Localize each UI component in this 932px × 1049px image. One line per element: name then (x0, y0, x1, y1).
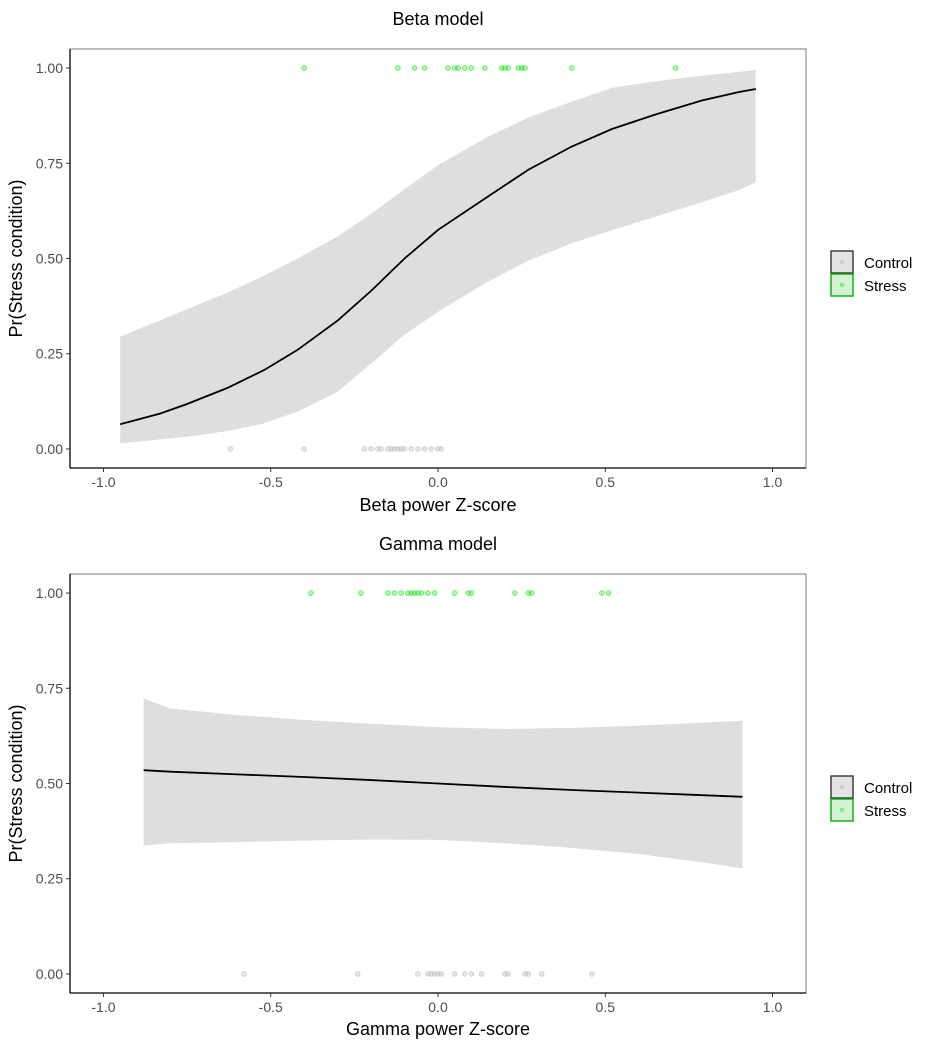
gamma-point-control (241, 971, 247, 977)
beta-point-stress (522, 65, 528, 71)
beta-chart-title: Beta model (392, 9, 483, 29)
beta-x-tick-label: 1.0 (763, 474, 783, 490)
beta-legend-symbol-stress (839, 282, 845, 288)
gamma-chart: Gamma model -1.0 -0.5 0.0 0.5 1.0 0.00 0.25 0.50… (6, 534, 912, 1039)
beta-point-stress (672, 65, 679, 71)
gamma-point-stress (308, 590, 314, 596)
gamma-x-tick-label: -0.5 (259, 999, 283, 1015)
gamma-point-stress (425, 590, 431, 596)
gamma-point-control (451, 971, 458, 977)
gamma-point-stress (385, 590, 391, 596)
gamma-point-control (538, 971, 545, 977)
beta-point-stress (411, 65, 418, 71)
beta-legend-label-control: Control (864, 255, 912, 272)
gamma-fit-line (143, 769, 743, 798)
beta-point-stress (455, 65, 461, 71)
gamma-point-control (505, 971, 512, 977)
beta-legend-symbol-control (839, 259, 845, 265)
gamma-x-tick-label: -1.0 (91, 999, 115, 1015)
gamma-y-tick-label: 1.00 (36, 585, 63, 601)
beta-point-control (401, 446, 408, 452)
beta-fit-line (119, 88, 756, 426)
beta-point-stress (445, 65, 451, 71)
gamma-x-tick-label: 1.0 (763, 999, 783, 1015)
gamma-point-control (461, 971, 468, 977)
gamma-legend-symbol-stress (839, 807, 845, 813)
gamma-point-control (354, 971, 361, 977)
gamma-chart-title: Gamma model (379, 534, 497, 554)
beta-point-control (421, 446, 428, 452)
gamma-point-control (468, 971, 475, 977)
beta-point-stress (569, 65, 575, 71)
beta-point-control (361, 446, 368, 452)
gamma-point-stress (418, 590, 425, 596)
beta-y-tick-label: 0.50 (36, 251, 63, 267)
beta-x-tick-label: 0.0 (428, 474, 448, 490)
beta-point-stress (421, 65, 428, 71)
beta-y-axis-label: Pr(Stress condition) (6, 179, 26, 337)
gamma-x-tick-label: 0.5 (596, 999, 616, 1015)
beta-point-stress (468, 65, 475, 71)
beta-point-control (415, 446, 421, 452)
gamma-point-stress (605, 590, 612, 596)
gamma-point-stress (398, 590, 405, 596)
beta-x-axis-label: Beta power Z-score (359, 495, 516, 515)
beta-point-stress (395, 65, 401, 71)
beta-y-tick-label: 0.00 (36, 441, 63, 457)
beta-confidence-band (120, 69, 756, 444)
gamma-x-axis-label: Gamma power Z-score (346, 1019, 530, 1039)
beta-legend-label-stress: Stress (864, 278, 907, 295)
beta-x-tick-label: -0.5 (259, 474, 283, 490)
gamma-point-control (589, 971, 595, 977)
beta-point-stress (505, 65, 512, 71)
gamma-point-control (415, 971, 421, 977)
beta-legend-key-stress (830, 273, 854, 297)
beta-point-control (301, 446, 307, 452)
gamma-point-stress (431, 590, 438, 596)
beta-x-tick-label: 0.5 (596, 474, 616, 490)
beta-y-tick-label: 0.25 (36, 346, 63, 362)
beta-x-tick-label: -1.0 (91, 474, 115, 490)
gamma-y-axis-label: Pr(Stress condition) (6, 704, 26, 862)
gamma-legend-key-stress (830, 798, 854, 822)
gamma-point-stress (391, 590, 398, 596)
gamma-legend-symbol-control (839, 784, 845, 790)
gamma-point-control (478, 971, 485, 977)
gamma-point-stress (468, 590, 475, 596)
gamma-legend-label-control: Control (864, 780, 912, 797)
gamma-y-tick-label: 0.25 (36, 871, 63, 887)
gamma-legend-label-stress: Stress (864, 803, 907, 820)
beta-point-control (408, 446, 415, 452)
gamma-y-tick-label: 0.50 (36, 776, 63, 792)
beta-point-stress (482, 65, 488, 71)
beta-y-tick-label: 0.75 (36, 155, 63, 171)
beta-point-control (438, 446, 445, 452)
gamma-point-stress (451, 590, 458, 596)
beta-y-tick-label: 1.00 (36, 60, 63, 76)
gamma-point-stress (358, 590, 364, 596)
gamma-x-tick-label: 0.0 (428, 999, 448, 1015)
gamma-point-stress (528, 590, 535, 596)
gamma-y-tick-label: 0.00 (36, 966, 63, 982)
gamma-point-control (525, 971, 532, 977)
beta-point-control (227, 446, 234, 452)
gamma-y-tick-label: 0.75 (36, 680, 63, 696)
gamma-point-stress (599, 590, 605, 596)
beta-point-stress (461, 65, 468, 71)
beta-chart: Beta model -1.0 -0.5 0.0 0.5 1.0 0.00 0.25 0.50 0… (6, 9, 912, 515)
gamma-point-control (438, 971, 445, 977)
beta-point-control (368, 446, 374, 452)
gamma-point-stress (512, 590, 518, 596)
beta-point-stress (301, 65, 307, 71)
beta-point-control (378, 446, 384, 452)
beta-point-control (428, 446, 435, 452)
